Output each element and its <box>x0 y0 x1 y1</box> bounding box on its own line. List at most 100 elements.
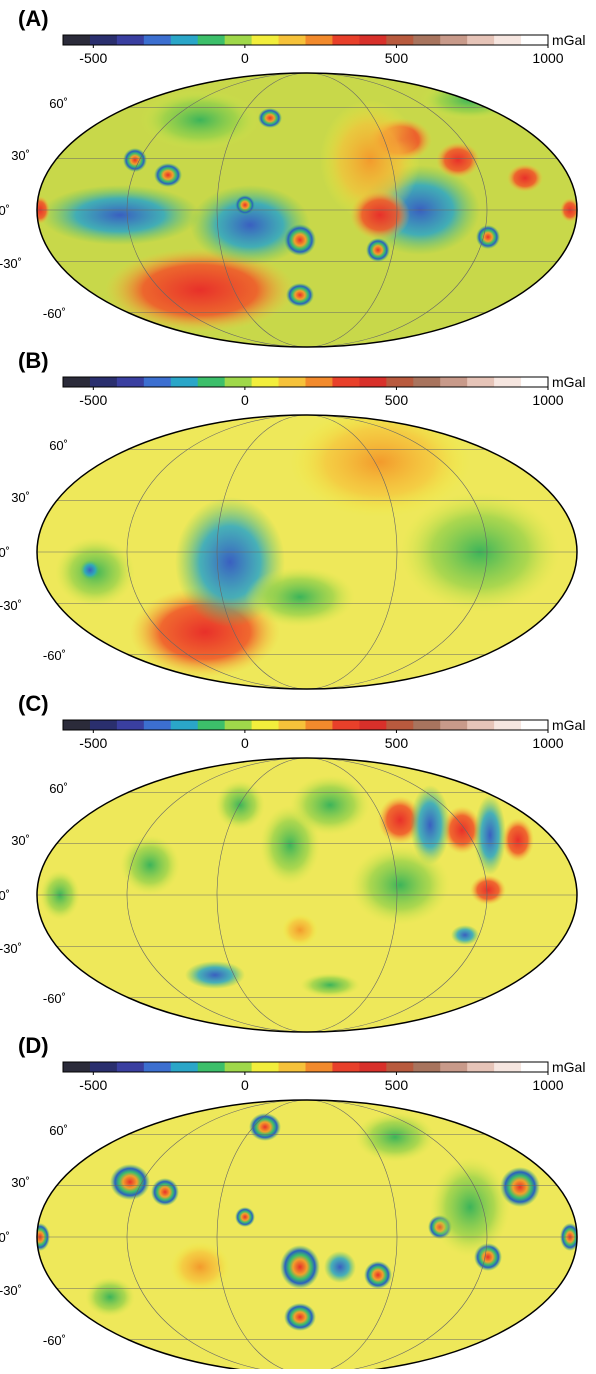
colorbar-tick-label: 1000 <box>532 392 563 408</box>
panel: (B)mGal-5000500100060˚30˚0˚-30˚-60˚ <box>0 348 596 689</box>
colorbar-segment <box>171 35 198 45</box>
anomaly <box>290 775 370 835</box>
colorbar-tick-label: 500 <box>385 1077 409 1093</box>
colorbar-segment <box>440 377 467 387</box>
colorbar-tick-label: 0 <box>241 392 249 408</box>
anomaly <box>280 1245 320 1289</box>
colorbar-segment <box>413 35 440 45</box>
colorbar-tick-label: -500 <box>79 392 107 408</box>
colorbar-tick-label: 0 <box>241 50 249 66</box>
anomaly <box>80 560 100 580</box>
colorbar-segment <box>63 35 90 45</box>
colorbar-segment <box>252 377 279 387</box>
colorbar-segment <box>144 35 171 45</box>
anomaly <box>430 1157 510 1257</box>
latitude-label: 60˚ <box>49 438 68 453</box>
map <box>0 1089 596 1369</box>
colorbar-segment <box>279 720 306 730</box>
anomaly <box>120 835 180 895</box>
colorbar-segment <box>413 377 440 387</box>
colorbar-segment <box>144 377 171 387</box>
latitude-label: -30˚ <box>0 256 22 271</box>
latitude-label: -30˚ <box>0 1283 22 1298</box>
colorbar-tick-label: 1000 <box>532 1077 563 1093</box>
colorbar-segment <box>144 1062 171 1072</box>
colorbar-segment <box>413 1062 440 1072</box>
colorbar-segment <box>332 377 359 387</box>
colorbar-segment <box>494 35 521 45</box>
anomaly <box>123 148 147 172</box>
anomaly <box>40 185 200 245</box>
colorbar-unit: mGal <box>552 1059 585 1075</box>
anomaly <box>154 163 182 187</box>
colorbar-segment <box>306 720 333 730</box>
colorbar-segment <box>225 720 252 730</box>
colorbar-segment <box>467 377 494 387</box>
colorbar-segment <box>494 1062 521 1072</box>
colorbar-segment <box>198 1062 225 1072</box>
colorbar-segment <box>467 720 494 730</box>
latitude-label: 30˚ <box>11 490 30 505</box>
anomaly <box>507 164 543 192</box>
colorbar-segment <box>90 35 117 45</box>
colorbar-segment <box>279 377 306 387</box>
anomaly <box>502 818 534 862</box>
colorbar-segment <box>279 35 306 45</box>
colorbar-segment <box>252 35 279 45</box>
colorbar-tick-label: 500 <box>385 392 409 408</box>
colorbar-segment <box>252 1062 279 1072</box>
colorbar-segment <box>386 377 413 387</box>
anomaly <box>324 1251 356 1283</box>
anomaly <box>245 567 355 627</box>
colorbar-segment <box>413 720 440 730</box>
latitude-label: -60˚ <box>43 1333 66 1348</box>
colorbar-segment <box>63 720 90 730</box>
anomaly <box>110 1164 150 1200</box>
colorbar-segment <box>117 35 144 45</box>
colorbar-segment <box>521 720 548 730</box>
panel-label: (A) <box>18 6 49 31</box>
anomaly <box>470 875 506 905</box>
colorbar-segment <box>117 720 144 730</box>
anomaly <box>170 1242 230 1292</box>
colorbar-unit: mGal <box>552 717 585 733</box>
colorbar-segment <box>440 1062 467 1072</box>
colorbar-tick-label: 1000 <box>532 50 563 66</box>
figure: (A) mGal -500 0 500 1000 60˚ 30˚ 0˚ -30˚ -60˚ (B) mG… <box>0 0 596 1369</box>
colorbar-tick-label: 0 <box>241 735 249 751</box>
colorbar-segment <box>521 377 548 387</box>
colorbar-tick-label: 500 <box>385 50 409 66</box>
anomaly <box>450 1089 510 1105</box>
latitude-label: -60˚ <box>43 648 66 663</box>
colorbar-segment <box>63 377 90 387</box>
colorbar-segment <box>225 35 252 45</box>
latitude-label: 60˚ <box>49 1123 68 1138</box>
colorbar-segment <box>198 35 225 45</box>
colorbar-tick-label: 0 <box>241 1077 249 1093</box>
anomaly <box>282 914 318 946</box>
anomaly <box>140 90 260 150</box>
anomaly <box>451 925 479 945</box>
panel-label: (B) <box>18 348 49 373</box>
colorbar-segment <box>252 720 279 730</box>
latitude-label: 60˚ <box>49 96 68 111</box>
latitude-label: 30˚ <box>11 833 30 848</box>
colorbar-tick-label: -500 <box>79 735 107 751</box>
colorbar-segment <box>332 1062 359 1072</box>
latitude-label: 30˚ <box>11 1175 30 1190</box>
anomaly <box>235 195 255 215</box>
latitude-label: -30˚ <box>0 598 22 613</box>
panel-label: (C) <box>18 691 49 716</box>
anomaly <box>185 961 245 989</box>
latitude-label: 0˚ <box>0 1230 10 1245</box>
colorbar-tick-label: 500 <box>385 735 409 751</box>
anomaly <box>436 142 480 178</box>
colorbar-segment <box>467 1062 494 1072</box>
anomaly <box>249 1113 281 1141</box>
anomaly <box>476 225 500 249</box>
map <box>0 758 596 1032</box>
latitude-label: -30˚ <box>0 941 22 956</box>
colorbar-segment <box>198 720 225 730</box>
